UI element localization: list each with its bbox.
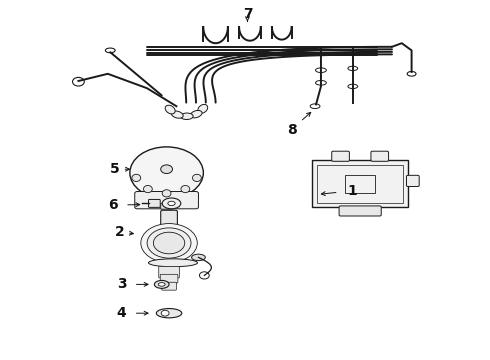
Ellipse shape — [310, 104, 320, 109]
Text: 6: 6 — [108, 198, 118, 212]
Ellipse shape — [168, 201, 175, 206]
FancyBboxPatch shape — [159, 266, 179, 278]
Ellipse shape — [316, 68, 326, 72]
FancyBboxPatch shape — [161, 203, 172, 209]
Circle shape — [199, 272, 209, 279]
FancyBboxPatch shape — [148, 199, 160, 207]
FancyBboxPatch shape — [371, 151, 389, 161]
FancyBboxPatch shape — [332, 151, 349, 161]
FancyBboxPatch shape — [407, 175, 419, 186]
Ellipse shape — [154, 280, 169, 288]
Ellipse shape — [130, 147, 203, 199]
Ellipse shape — [147, 228, 191, 258]
Ellipse shape — [316, 81, 326, 85]
Ellipse shape — [162, 190, 171, 197]
Ellipse shape — [348, 84, 358, 89]
Circle shape — [161, 310, 169, 316]
Ellipse shape — [181, 185, 190, 193]
FancyBboxPatch shape — [339, 206, 381, 216]
Ellipse shape — [407, 72, 416, 76]
Ellipse shape — [172, 111, 183, 118]
Text: 1: 1 — [348, 184, 358, 198]
Polygon shape — [313, 160, 408, 207]
Ellipse shape — [348, 66, 358, 71]
Ellipse shape — [158, 283, 165, 286]
Circle shape — [161, 165, 172, 174]
Text: 4: 4 — [117, 306, 126, 320]
Text: 7: 7 — [243, 7, 252, 21]
Ellipse shape — [132, 174, 141, 181]
Text: 5: 5 — [110, 162, 120, 176]
Ellipse shape — [156, 309, 182, 318]
FancyBboxPatch shape — [160, 274, 178, 283]
FancyBboxPatch shape — [135, 192, 198, 209]
Ellipse shape — [193, 174, 201, 181]
Text: 3: 3 — [117, 278, 126, 291]
Ellipse shape — [180, 113, 193, 120]
Ellipse shape — [144, 185, 152, 193]
Ellipse shape — [192, 254, 205, 261]
Ellipse shape — [162, 198, 181, 209]
Text: 2: 2 — [115, 225, 125, 239]
Ellipse shape — [141, 224, 197, 262]
Ellipse shape — [148, 259, 197, 267]
Circle shape — [73, 77, 84, 86]
Ellipse shape — [105, 48, 115, 53]
Ellipse shape — [153, 232, 185, 254]
Text: 8: 8 — [287, 123, 296, 136]
Ellipse shape — [165, 105, 175, 114]
Ellipse shape — [190, 111, 202, 118]
FancyBboxPatch shape — [161, 210, 177, 230]
FancyBboxPatch shape — [162, 282, 176, 290]
Ellipse shape — [198, 104, 208, 113]
